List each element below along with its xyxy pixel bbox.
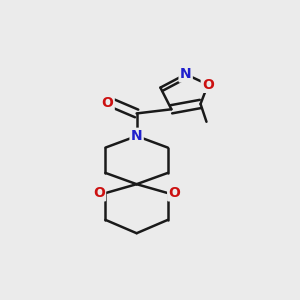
- Text: O: O: [168, 186, 180, 200]
- Text: O: O: [93, 186, 105, 200]
- Text: O: O: [102, 96, 113, 110]
- Text: N: N: [131, 129, 142, 143]
- Text: N: N: [180, 67, 191, 81]
- Text: O: O: [202, 78, 214, 92]
